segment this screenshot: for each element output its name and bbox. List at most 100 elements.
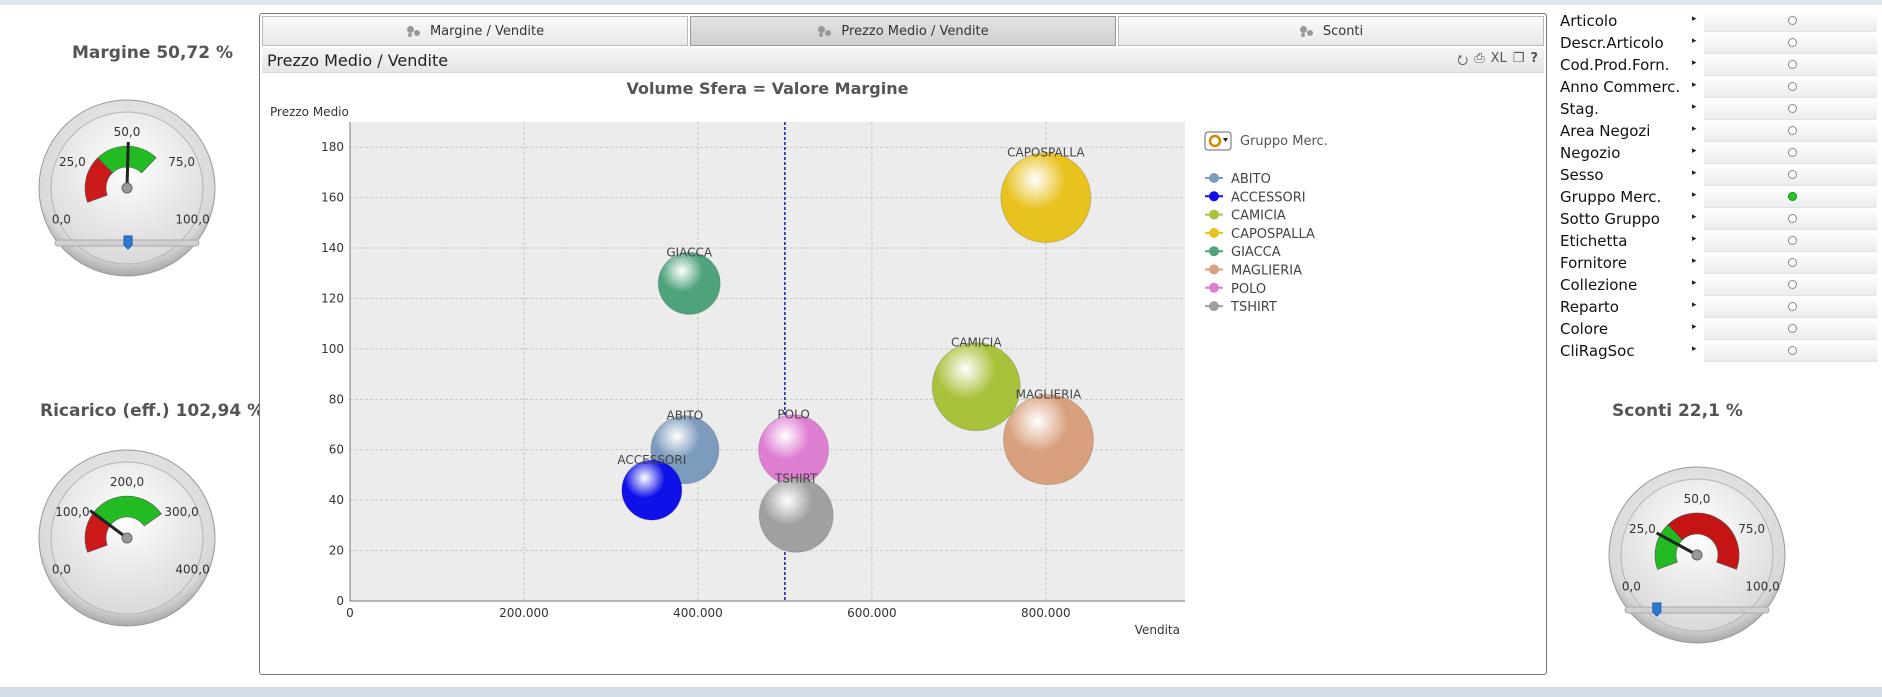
dropdown-arrow-icon[interactable]: ▸: [1692, 80, 1697, 90]
listbox-row[interactable]: CliRagSoc ▸: [1554, 340, 1882, 362]
y-tick-label: 80: [329, 392, 344, 406]
dropdown-arrow-icon[interactable]: ▸: [1692, 212, 1697, 222]
chart-caption: Prezzo Medio / Vendite ⭮ ⎙ XL ❐ ?: [262, 48, 1544, 73]
gauge-tick-label: 25,0: [1629, 522, 1656, 536]
tab-prezzo-medio-vendite[interactable]: Prezzo Medio / Vendite: [690, 16, 1116, 46]
dropdown-arrow-icon[interactable]: ▸: [1692, 14, 1697, 24]
gauge-slider-handle[interactable]: [1652, 602, 1662, 617]
legend-entry[interactable]: GIACCA: [1231, 245, 1281, 260]
dropdown-arrow-icon[interactable]: ▸: [1692, 168, 1697, 178]
listbox-row[interactable]: Anno Commerc. ▸: [1554, 76, 1882, 98]
bubble-capospalla[interactable]: [1000, 152, 1092, 244]
legend-entry[interactable]: CAMICIA: [1231, 209, 1286, 224]
dropdown-arrow-icon[interactable]: ▸: [1692, 102, 1697, 112]
status-dot-icon: [1788, 324, 1797, 333]
tab-label: Margine / Vendite: [429, 23, 545, 39]
listbox-row[interactable]: Articolo ▸: [1554, 10, 1882, 32]
dropdown-arrow-icon[interactable]: ▸: [1692, 234, 1697, 244]
tab-label: Prezzo Medio / Vendite: [841, 23, 989, 39]
copy-icon[interactable]: ❐: [1512, 51, 1525, 66]
dropdown-arrow-icon[interactable]: ▸: [1692, 344, 1697, 354]
listbox-value-cell[interactable]: [1704, 76, 1877, 98]
dropdown-arrow-icon[interactable]: ▸: [1692, 58, 1697, 68]
listbox-value-cell[interactable]: [1704, 164, 1877, 186]
listbox-value-cell[interactable]: [1704, 98, 1877, 120]
listbox-value-cell[interactable]: [1704, 274, 1877, 296]
listbox-row[interactable]: Negozio ▸: [1554, 142, 1882, 164]
listbox-value-cell[interactable]: [1704, 120, 1877, 142]
x-tick-label: 400.000: [673, 606, 723, 620]
listbox-row[interactable]: Area Negozi ▸: [1554, 120, 1882, 142]
listbox-value-cell[interactable]: [1704, 340, 1877, 362]
listbox-row[interactable]: Collezione ▸: [1554, 274, 1882, 296]
listbox-value-cell[interactable]: [1704, 54, 1877, 76]
listbox-value-cell[interactable]: [1704, 252, 1877, 274]
status-dot-icon: [1788, 214, 1797, 223]
bubble-maglieria[interactable]: [1002, 394, 1094, 486]
gauge-tick-label: 0,0: [1622, 580, 1641, 594]
legend-entry[interactable]: TSHIRT: [1230, 300, 1277, 315]
listbox-row[interactable]: Gruppo Merc. ▸: [1554, 186, 1882, 208]
bubble-giacca[interactable]: [657, 251, 721, 315]
bubble-camicia[interactable]: [931, 342, 1021, 432]
tab-margine-vendite[interactable]: Margine / Vendite: [262, 16, 688, 46]
dropdown-arrow-icon[interactable]: ▸: [1692, 36, 1697, 46]
excel-icon[interactable]: XL: [1490, 51, 1507, 66]
tab-bar: Margine / Vendite Prezzo Medio / Vendite…: [262, 16, 1544, 46]
listbox-value-cell[interactable]: [1704, 230, 1877, 252]
legend-swatch-abito: [1209, 173, 1219, 183]
listbox-row[interactable]: Sesso ▸: [1554, 164, 1882, 186]
listbox-row[interactable]: Stag. ▸: [1554, 98, 1882, 120]
gauge-tick-label: 400,0: [175, 563, 209, 577]
listbox-value-cell[interactable]: [1704, 32, 1877, 54]
legend-entry[interactable]: ABITO: [1231, 172, 1271, 187]
legend-swatch-giacca: [1209, 246, 1219, 257]
listbox-value-cell[interactable]: [1704, 296, 1877, 318]
gauge-hub: [121, 532, 133, 544]
tab-sconti[interactable]: Sconti: [1118, 16, 1544, 46]
bubble-label: ABITO: [666, 409, 703, 423]
listbox-row[interactable]: Descr.Articolo ▸: [1554, 32, 1882, 54]
bubble-label: TSHIRT: [774, 471, 818, 485]
dropdown-arrow-icon[interactable]: ▸: [1692, 256, 1697, 266]
cycle-arrow-icon: [1208, 134, 1222, 148]
listbox-value-cell[interactable]: [1704, 318, 1877, 340]
legend-entry[interactable]: POLO: [1231, 282, 1266, 297]
listbox-row[interactable]: Fornitore ▸: [1554, 252, 1882, 274]
print-icon[interactable]: ⎙: [1474, 51, 1485, 66]
listbox-label: Anno Commerc.: [1560, 78, 1681, 96]
bubble-tshirt[interactable]: [758, 477, 834, 553]
legend-entry[interactable]: ACCESSORI: [1231, 190, 1306, 205]
dropdown-arrow-icon[interactable]: ▸: [1692, 146, 1697, 156]
listbox-value-cell[interactable]: [1704, 186, 1877, 208]
dropdown-arrow-icon[interactable]: ▸: [1692, 322, 1697, 332]
listbox-value-cell[interactable]: [1704, 10, 1877, 32]
listbox-value-cell[interactable]: [1704, 142, 1877, 164]
x-tick-label: 200.000: [499, 606, 549, 620]
listbox-row[interactable]: Colore ▸: [1554, 318, 1882, 340]
bottom-bar: [0, 687, 1882, 697]
gauge-tick-label: 0,0: [52, 563, 71, 577]
dropdown-arrow-icon[interactable]: ▸: [1692, 278, 1697, 288]
help-icon[interactable]: ?: [1530, 51, 1538, 66]
gauge-tick-label: 100,0: [175, 213, 209, 227]
gauge-green-band: [92, 495, 162, 527]
status-dot-icon: [1788, 170, 1797, 179]
dropdown-arrow-icon: [1223, 138, 1228, 142]
dropdown-arrow-icon[interactable]: ▸: [1692, 300, 1697, 310]
listbox-row[interactable]: Cod.Prod.Forn. ▸: [1554, 54, 1882, 76]
legend-entry[interactable]: CAPOSPALLA: [1231, 227, 1315, 242]
gauge-slider-handle[interactable]: [123, 235, 133, 250]
dropdown-arrow-icon[interactable]: ▸: [1692, 190, 1697, 200]
x-axis-label: Vendita: [1135, 623, 1180, 637]
legend-entry[interactable]: MAGLIERIA: [1231, 264, 1302, 279]
listbox-row[interactable]: Sotto Gruppo ▸: [1554, 208, 1882, 230]
dropdown-arrow-icon[interactable]: ▸: [1692, 124, 1697, 134]
legend-title: Gruppo Merc.: [1240, 134, 1328, 149]
listbox-row[interactable]: Etichetta ▸: [1554, 230, 1882, 252]
listbox-row[interactable]: Reparto ▸: [1554, 296, 1882, 318]
bubble-accessori[interactable]: [621, 459, 683, 521]
export-icon[interactable]: ⭮: [1457, 53, 1469, 68]
listbox-value-cell[interactable]: [1704, 208, 1877, 230]
gauge-tick-label: 75,0: [1738, 522, 1765, 536]
